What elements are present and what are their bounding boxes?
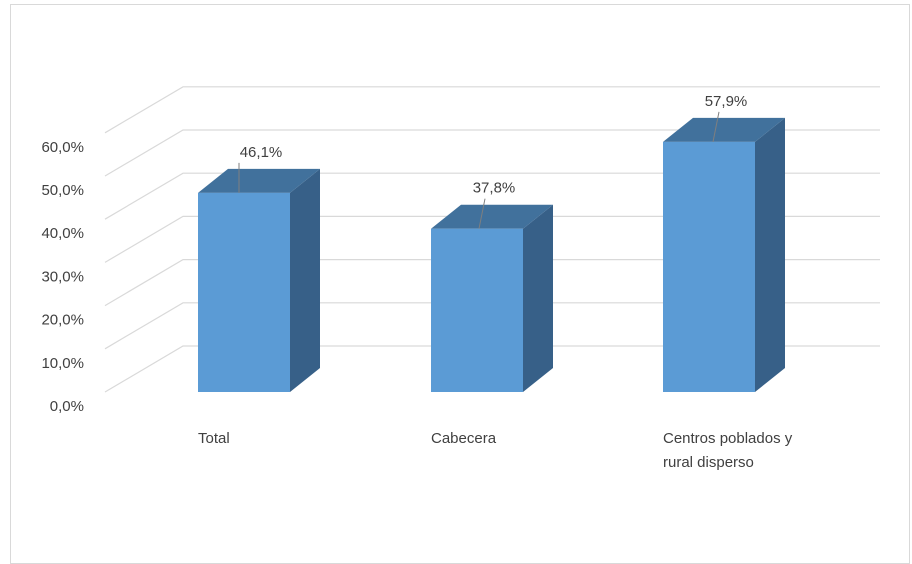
- data-label: 46,1%: [240, 144, 283, 161]
- bar-front-face: [431, 228, 523, 392]
- data-label-leader: [712, 111, 720, 142]
- gridlines: [104, 86, 880, 393]
- bar: [431, 204, 553, 392]
- bar-front-face: [663, 141, 755, 392]
- y-tick-label: 30,0%: [41, 268, 84, 285]
- bar-front-face: [198, 192, 290, 392]
- gridline: [104, 86, 880, 134]
- bar: [663, 117, 785, 392]
- data-label: 37,8%: [473, 180, 516, 197]
- bar-side-face: [290, 168, 320, 392]
- category-label: Cabecera: [431, 430, 497, 447]
- bar-top-face: [198, 168, 320, 193]
- data-label: 57,9%: [705, 93, 748, 110]
- y-tick-label: 40,0%: [41, 225, 84, 242]
- gridline: [104, 302, 880, 350]
- gridline: [104, 259, 880, 307]
- y-tick-label: 20,0%: [41, 312, 84, 329]
- data-label-leader: [478, 198, 486, 229]
- y-axis-tick-labels: 0,0% 10,0% 20,0% 30,0% 40,0% 50,0% 60,0%: [41, 139, 84, 415]
- y-tick-label: 60,0%: [41, 139, 84, 156]
- bar-top-face: [663, 117, 785, 142]
- gridline: [104, 172, 880, 220]
- gridline: [104, 129, 880, 177]
- bar-side-face: [523, 204, 553, 392]
- bar-chart-3d: 0,0% 10,0% 20,0% 30,0% 40,0% 50,0% 60,0% 46,1%…: [41, 86, 880, 471]
- category-labels: Total Cabecera Centros poblados y rural dis…: [198, 430, 793, 471]
- bars: [198, 117, 785, 392]
- data-labels: 46,1% 37,8% 57,9%: [238, 93, 748, 229]
- category-label: Total: [198, 430, 230, 447]
- bar-top-face: [431, 204, 553, 229]
- bar: [198, 168, 320, 392]
- y-tick-label: 10,0%: [41, 355, 84, 372]
- bar-side-face: [755, 117, 785, 392]
- category-label: Centros poblados y rural disperso: [663, 430, 793, 471]
- gridline: [104, 215, 880, 263]
- y-tick-label: 0,0%: [50, 398, 84, 415]
- y-tick-label: 50,0%: [41, 182, 84, 199]
- gridline: [104, 345, 880, 393]
